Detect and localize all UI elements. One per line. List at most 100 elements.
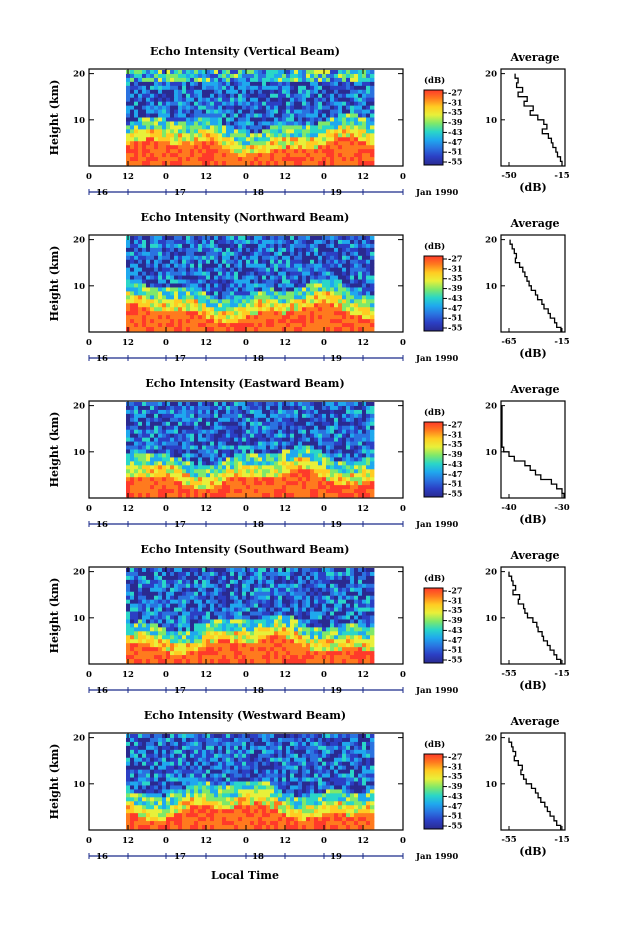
heatmap-cell	[206, 457, 211, 462]
heatmap-cell	[150, 433, 155, 439]
heatmap-cell	[170, 453, 175, 458]
heatmap-cell	[326, 89, 331, 95]
heatmap-cell	[174, 291, 179, 296]
heatmap-cell	[238, 413, 243, 419]
heatmap-cell	[278, 405, 283, 411]
heatmap-cell	[246, 457, 251, 462]
heatmap-cell	[294, 461, 299, 466]
heatmap-cell	[142, 437, 147, 442]
heatmap-cell	[166, 457, 171, 462]
heatmap-cell	[138, 243, 143, 249]
heatmap-cell	[198, 97, 203, 103]
heatmap-cell	[362, 279, 367, 284]
heatmap-cell	[222, 271, 227, 276]
heatmap-cell	[166, 255, 171, 261]
heatmap-cell	[154, 153, 159, 158]
day-label: 18	[252, 354, 264, 364]
heatmap-cell	[162, 445, 167, 450]
heatmap-cell	[150, 402, 155, 407]
heatmap-cell	[138, 445, 143, 450]
heatmap-cell	[194, 236, 199, 241]
heatmap-cell	[138, 93, 143, 99]
heatmap-cell	[290, 579, 295, 585]
x-tick-label: 0	[400, 172, 406, 182]
heatmap-cell	[186, 73, 191, 79]
heatmap-cell	[166, 161, 171, 166]
heatmap-cell	[146, 433, 151, 439]
heatmap-cell	[278, 568, 283, 573]
heatmap-cell	[362, 259, 367, 265]
heatmap-cell	[146, 73, 151, 79]
heatmap-cell	[342, 101, 347, 107]
heatmap-cell	[170, 153, 175, 158]
heatmap-cell	[174, 141, 179, 146]
heatmap-cell	[210, 417, 215, 423]
heatmap-cell	[194, 568, 199, 573]
heatmap-cell	[238, 113, 243, 118]
heatmap-cell	[238, 247, 243, 253]
heatmap-cell	[314, 121, 319, 126]
heatmap-cell	[174, 575, 179, 581]
heatmap-cell	[146, 405, 151, 411]
heatmap-cell	[222, 283, 227, 288]
heatmap-cell	[238, 109, 243, 114]
heatmap-cell	[150, 105, 155, 110]
heatmap-cell	[342, 105, 347, 110]
heatmap-cell	[330, 137, 335, 142]
heatmap-cell	[182, 73, 187, 79]
heatmap-cell	[150, 275, 155, 280]
heatmap-cell	[350, 85, 355, 91]
heatmap-cell	[170, 125, 175, 130]
heatmap-cell	[298, 117, 303, 122]
heatmap-cell	[262, 417, 267, 423]
heatmap-cell	[346, 575, 351, 581]
heatmap-cell	[162, 473, 167, 478]
heatmap-cell	[178, 327, 183, 332]
x-tick-label: 12	[122, 338, 134, 348]
heatmap-cell	[286, 421, 291, 427]
heatmap-cell	[142, 243, 147, 249]
heatmap-cell	[278, 97, 283, 103]
heatmap-cell	[230, 433, 235, 439]
heatmap-cell	[358, 239, 363, 245]
heatmap-cell	[242, 571, 247, 577]
heatmap-cell	[362, 149, 367, 154]
heatmap-cell	[330, 461, 335, 466]
heatmap-cell	[194, 291, 199, 296]
heatmap-cell	[242, 421, 247, 427]
heatmap-cell	[274, 453, 279, 458]
heatmap-cell	[366, 437, 371, 442]
heatmap-cell	[154, 283, 159, 288]
heatmap-cell	[150, 157, 155, 162]
heatmap-cell	[222, 141, 227, 146]
heatmap-cell	[158, 575, 163, 581]
month-label: Jan 1990	[415, 188, 458, 198]
heatmap-cell	[338, 157, 343, 162]
heatmap-cell	[298, 101, 303, 107]
heatmap-cell	[194, 89, 199, 95]
heatmap-cell	[354, 77, 359, 83]
heatmap-cell	[154, 236, 159, 241]
heatmap-cell	[282, 117, 287, 122]
heatmap-cell	[230, 409, 235, 415]
heatmap-cell	[330, 421, 335, 427]
heatmap-cell	[170, 141, 175, 146]
heatmap-cell	[274, 251, 279, 257]
heatmap-cell	[126, 101, 131, 107]
heatmap-cell	[226, 295, 231, 300]
heatmap-cell	[198, 121, 203, 126]
heatmap-cell	[262, 271, 267, 276]
heatmap-cell	[242, 445, 247, 450]
heatmap-cell	[154, 97, 159, 103]
heatmap-cell	[346, 77, 351, 83]
heatmap-cell	[242, 263, 247, 269]
heatmap-cell	[150, 405, 155, 411]
heatmap-cell	[234, 247, 239, 253]
heatmap-cell	[238, 149, 243, 154]
heatmap-cell	[158, 405, 163, 411]
profile-y-tick-label: 20	[485, 236, 497, 246]
heatmap-cell	[246, 319, 251, 324]
heatmap-cell	[130, 271, 135, 276]
heatmap-cell	[170, 445, 175, 450]
heatmap-cell	[330, 291, 335, 296]
